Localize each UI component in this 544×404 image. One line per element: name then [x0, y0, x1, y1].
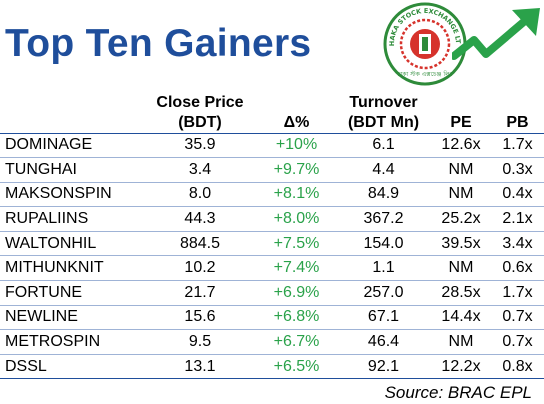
turnover-cell: 84.9: [367, 185, 400, 203]
turnover-cell: 6.1: [372, 136, 395, 154]
trend-up-arrow-icon: [452, 8, 540, 60]
turnover-cell: 46.4: [367, 333, 400, 351]
dse-logo: DHAKA STOCK EXCHANGE LTD. ঢাকা স্টক এক্স…: [380, 2, 467, 86]
ticker-cell: WALTONHIL: [5, 234, 97, 252]
pb-cell: 0.8x: [502, 357, 533, 375]
table-row: RUPALIINS 44.3 +8.0% 367.2 25.2x 2.1x: [0, 207, 544, 232]
table-row: DSSL 13.1 +6.5% 92.1 12.2x 0.8x: [0, 354, 544, 379]
pb-cell: 2.1x: [502, 210, 533, 228]
change-pct-cell: +6.7%: [273, 333, 320, 351]
pb-cell: 1.7x: [502, 283, 533, 301]
table-header-row: Close Price (BDT) Δ% Turnover (BDT Mn) P…: [0, 86, 544, 134]
ticker-cell: DSSL: [5, 357, 47, 375]
change-pct-cell: +9.7%: [273, 160, 320, 178]
pe-cell: 25.2x: [441, 210, 481, 228]
header-pb: PB: [491, 86, 544, 134]
logo-bottom-text: ঢাকা স্টক এক্সচেঞ্জ লিঃ: [396, 70, 453, 78]
page-title: Top Ten Gainers: [5, 22, 312, 65]
header-change-pct: Δ%: [257, 86, 336, 134]
turnover-cell: 367.2: [363, 210, 404, 228]
change-pct-cell: +8.0%: [273, 210, 320, 228]
pe-cell: NM: [448, 333, 474, 351]
close-price-cell: 884.5: [179, 234, 221, 252]
turnover-cell: 154.0: [363, 234, 404, 252]
close-price-cell: 13.1: [184, 357, 216, 375]
table-row: METROSPIN 9.5 +6.7% 46.4 NM 0.7x: [0, 330, 544, 355]
close-price-cell: 21.7: [184, 283, 216, 301]
ticker-cell: TUNGHAI: [5, 160, 77, 178]
header-close-price: Close Price (BDT): [143, 86, 257, 134]
pb-cell: 0.7x: [502, 308, 533, 326]
ticker-cell: NEWLINE: [5, 308, 78, 326]
pe-cell: 39.5x: [441, 234, 481, 252]
pb-cell: 1.7x: [502, 136, 533, 154]
ticker-cell: RUPALIINS: [5, 210, 89, 228]
pb-cell: 0.4x: [502, 185, 533, 203]
pb-cell: 0.6x: [502, 259, 533, 277]
table-row: FORTUNE 21.7 +6.9% 257.0 28.5x 1.7x: [0, 281, 544, 306]
pb-cell: 3.4x: [502, 234, 533, 252]
change-pct-cell: +6.8%: [273, 308, 320, 326]
close-price-cell: 35.9: [184, 136, 216, 154]
header-turnover: Turnover (BDT Mn): [336, 86, 431, 134]
ticker-cell: MAKSONSPIN: [5, 185, 112, 203]
change-pct-cell: +7.4%: [273, 259, 320, 277]
gainers-table: Close Price (BDT) Δ% Turnover (BDT Mn) P…: [0, 86, 544, 379]
close-price-cell: 3.4: [188, 160, 212, 178]
turnover-cell: 67.1: [367, 308, 400, 326]
ticker-cell: FORTUNE: [5, 283, 83, 301]
table-row: MITHUNKNIT 10.2 +7.4% 1.1 NM 0.6x: [0, 256, 544, 281]
table-row: NEWLINE 15.6 +6.8% 67.1 14.4x 0.7x: [0, 305, 544, 330]
close-price-cell: 44.3: [184, 210, 216, 228]
change-pct-cell: +8.1%: [273, 185, 320, 203]
pe-cell: NM: [448, 160, 474, 178]
table-row: DOMINAGE 35.9 +10% 6.1 12.6x 1.7x: [0, 133, 544, 158]
source-note: Source: BRAC EPL: [384, 383, 532, 402]
pe-cell: 28.5x: [441, 283, 481, 301]
change-pct-cell: +6.5%: [273, 357, 320, 375]
turnover-cell: 1.1: [372, 259, 395, 277]
change-pct-cell: +10%: [275, 136, 318, 154]
ticker-cell: MITHUNKNIT: [5, 259, 104, 277]
pe-cell: NM: [448, 259, 474, 277]
table-row: TUNGHAI 3.4 +9.7% 4.4 NM 0.3x: [0, 158, 544, 183]
pb-cell: 0.7x: [502, 333, 533, 351]
close-price-cell: 15.6: [184, 308, 216, 326]
pe-cell: 12.2x: [441, 357, 481, 375]
change-pct-cell: +6.9%: [273, 283, 320, 301]
header-ticker: [0, 86, 143, 134]
pe-cell: 12.6x: [441, 136, 481, 154]
change-pct-cell: +7.5%: [273, 234, 320, 252]
header-pe: PE: [431, 86, 491, 134]
close-price-cell: 10.2: [184, 259, 216, 277]
turnover-cell: 257.0: [363, 283, 404, 301]
pe-cell: 14.4x: [441, 308, 481, 326]
ticker-cell: DOMINAGE: [5, 136, 93, 154]
table-row: WALTONHIL 884.5 +7.5% 154.0 39.5x 3.4x: [0, 231, 544, 256]
pb-cell: 0.3x: [502, 160, 533, 178]
turnover-cell: 4.4: [372, 160, 395, 178]
table-row: MAKSONSPIN 8.0 +8.1% 84.9 NM 0.4x: [0, 182, 544, 207]
close-price-cell: 9.5: [188, 333, 212, 351]
close-price-cell: 8.0: [188, 185, 212, 203]
pe-cell: NM: [448, 185, 474, 203]
turnover-cell: 92.1: [367, 357, 400, 375]
ticker-cell: METROSPIN: [5, 333, 101, 351]
